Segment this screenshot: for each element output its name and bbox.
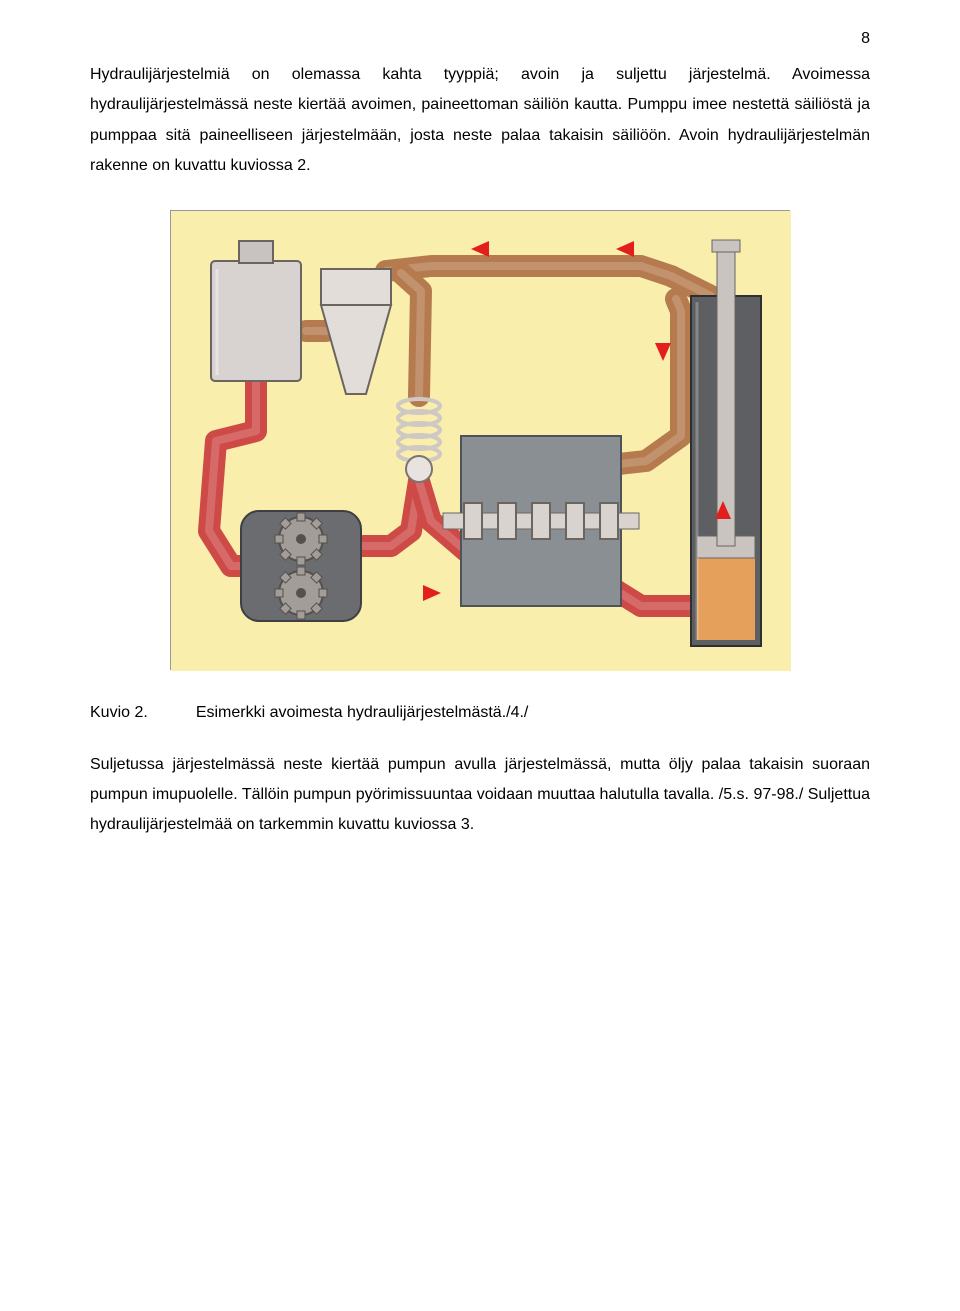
page-number: 8 bbox=[90, 30, 870, 48]
caption-text: Esimerkki avoimesta hydraulijärjestelmäs… bbox=[196, 704, 529, 722]
hydraulic-diagram bbox=[170, 210, 790, 670]
diagram-svg bbox=[171, 211, 791, 671]
paragraph-1: Hydraulijärjestelmiä on olemassa kahta t… bbox=[90, 60, 870, 182]
caption-label: Kuvio 2. bbox=[90, 704, 148, 722]
paragraph-2: Suljetussa järjestelmässä neste kiertää … bbox=[90, 750, 870, 841]
figure-caption: Kuvio 2. Esimerkki avoimesta hydraulijär… bbox=[90, 704, 870, 722]
